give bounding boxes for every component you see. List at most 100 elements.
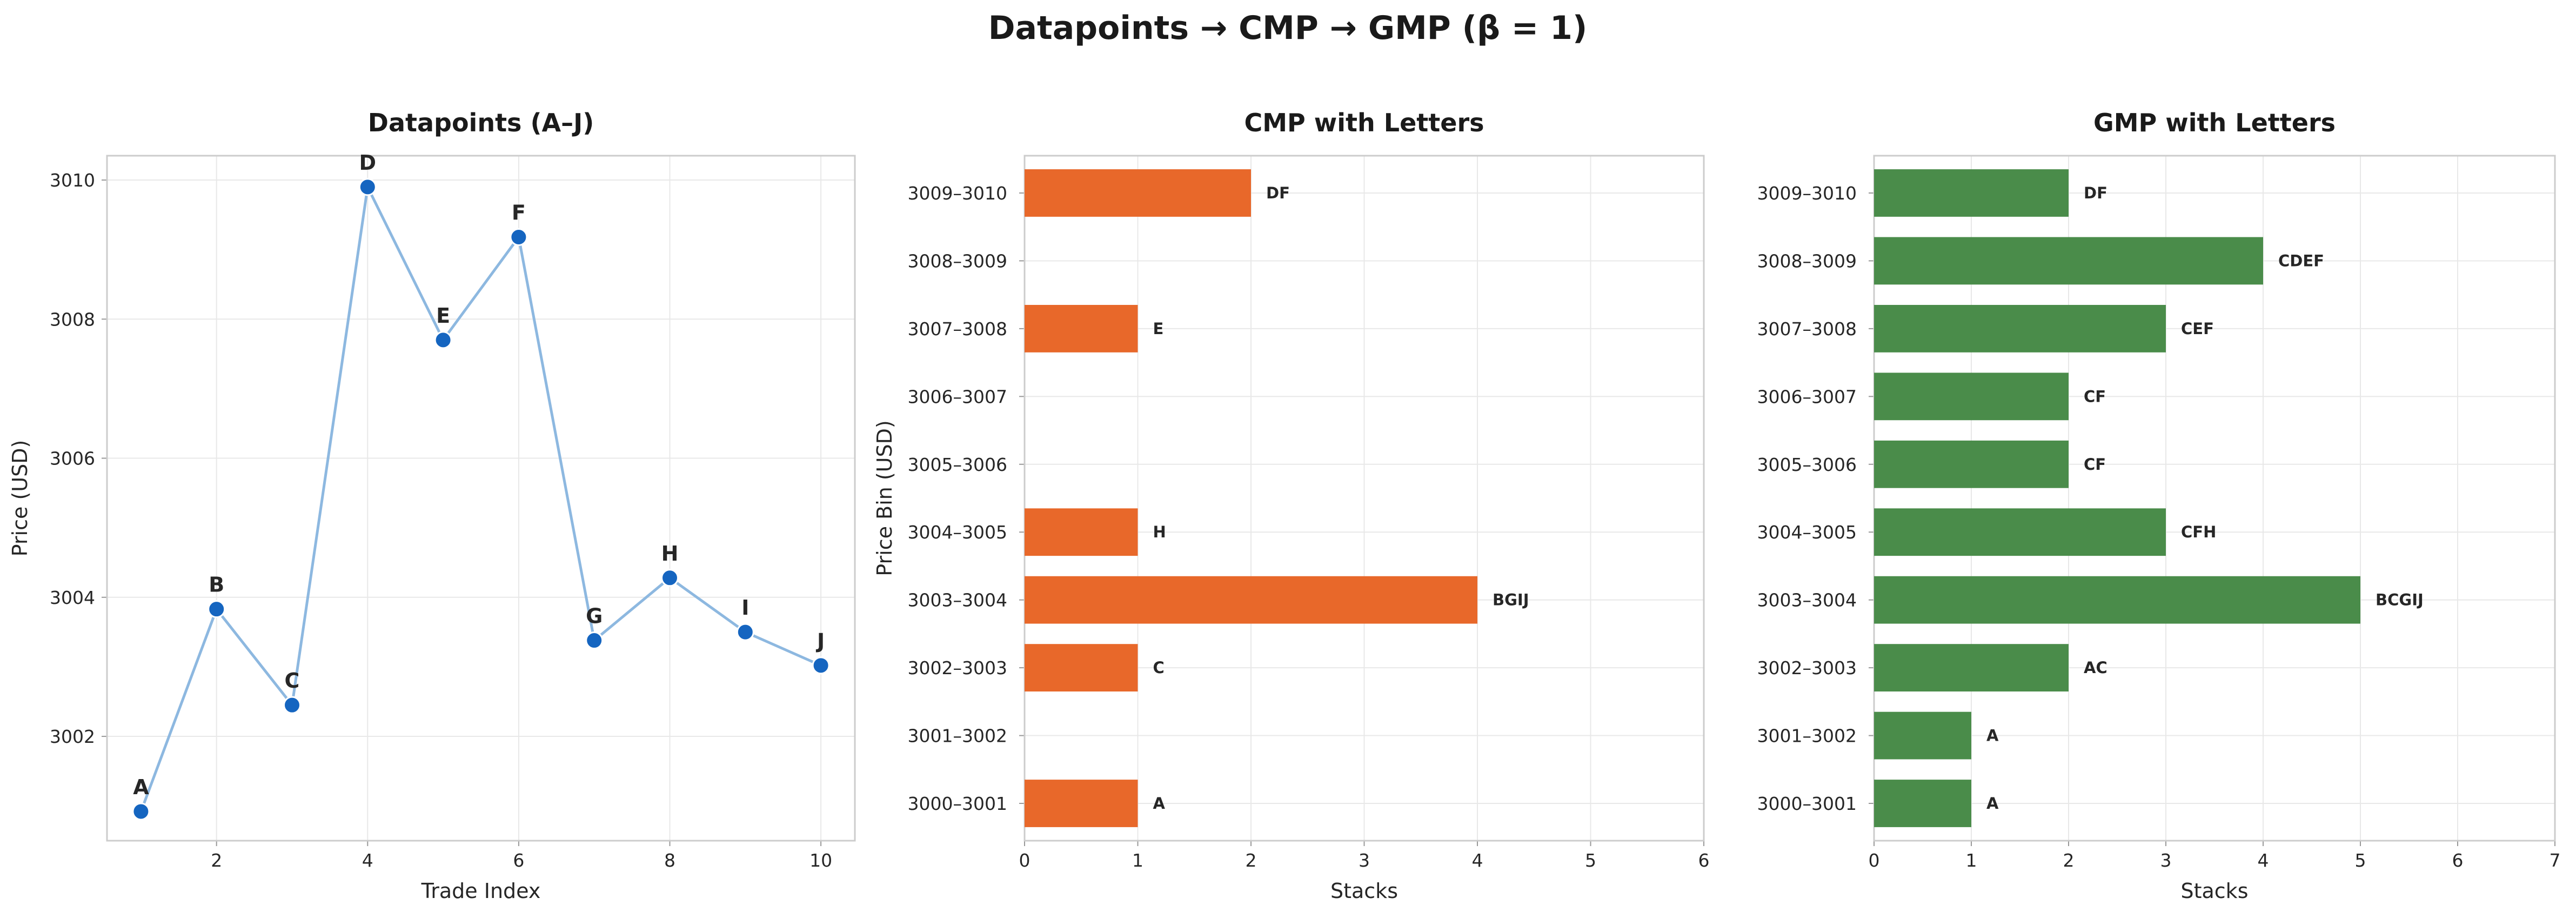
panel-cmp: 0 1 2 3 4 5 6 3000–3001 3001–3002 3002–3003 3003–3…	[873, 108, 1710, 903]
x-tick-label: 0	[1019, 850, 1031, 871]
y-tick-label: 3006	[50, 448, 95, 469]
y-tick-label: 3010	[50, 170, 95, 191]
bar-label: DF	[2084, 184, 2107, 202]
point-label: E	[436, 304, 450, 328]
point-label: I	[741, 596, 749, 620]
x-tick-label: 7	[2550, 850, 2561, 871]
y-tick-label: 3007–3008	[908, 318, 1007, 340]
bar-label: AC	[2084, 658, 2107, 677]
bar	[1025, 304, 1138, 352]
y-tick-label: 3003–3004	[908, 590, 1007, 611]
bar	[1874, 372, 2069, 421]
bar	[1874, 576, 2360, 624]
data-point	[660, 569, 679, 587]
y-tick-label: 3008–3009	[908, 250, 1007, 271]
y-tick-label: 3000–3001	[1757, 793, 1857, 814]
bar	[1874, 508, 2166, 556]
data-point	[510, 228, 528, 246]
x-tick-label: 3	[1359, 850, 1370, 871]
x-tick-label: 2	[2063, 850, 2075, 871]
point-label: C	[285, 669, 300, 693]
bar	[1025, 508, 1138, 556]
y-tick-label: 3008	[50, 309, 95, 330]
y-tick-label: 3000–3001	[908, 793, 1007, 814]
x-axis-label: Stacks	[1330, 879, 1398, 903]
bar	[1025, 576, 1477, 624]
x-tick-label: 6	[513, 850, 524, 871]
x-tick-label: 1	[1132, 850, 1143, 871]
x-tick-label: 4	[362, 850, 373, 871]
data-point	[358, 178, 377, 196]
bar-label: A	[1153, 794, 1166, 813]
bar-label: CF	[2084, 455, 2106, 474]
data-point	[585, 631, 604, 650]
bar	[1874, 169, 2069, 217]
bar	[1025, 169, 1251, 217]
plot-frame	[1023, 155, 1705, 842]
y-tick-label: 3004	[50, 587, 95, 608]
y-tick-label: 3006–3007	[908, 386, 1007, 407]
y-tick-label: 3002–3003	[908, 657, 1007, 678]
y-tick-label: 3002–3003	[1757, 657, 1857, 678]
bar-label: CDEF	[2278, 251, 2324, 270]
y-tick-label: 3009–3010	[908, 183, 1007, 204]
y-axis-label: Price Bin (USD)	[873, 420, 896, 576]
point-label: H	[661, 542, 679, 566]
panel-title: Datapoints (A–J)	[368, 108, 594, 137]
x-tick-label: 4	[2258, 850, 2269, 871]
x-tick-label: 5	[2355, 850, 2366, 871]
y-tick-label: 3005–3006	[1757, 454, 1857, 475]
panel-title: GMP with Letters	[2093, 108, 2336, 137]
data-point	[208, 600, 226, 618]
panel-datapoints: 2 4 6 8 10 3002 3004 3006 3008 3010 A B C D E F G H I J Data…	[8, 108, 856, 903]
y-tick-label: 3009–3010	[1757, 183, 1857, 204]
x-tick-label: 3	[2160, 850, 2172, 871]
bar	[1874, 237, 2263, 285]
bar	[1025, 644, 1138, 692]
bar-label: BCGIJ	[2376, 591, 2424, 609]
x-tick-label: 1	[1966, 850, 1977, 871]
x-tick-label: 10	[809, 850, 832, 871]
bar-label: DF	[1266, 184, 1290, 202]
data-point	[132, 802, 150, 821]
bar-label: CEF	[2181, 320, 2214, 338]
plot-frame	[1873, 155, 2556, 842]
point-label: F	[512, 201, 526, 224]
point-label: J	[815, 629, 825, 653]
y-tick-label: 3004–3005	[908, 522, 1007, 543]
x-tick-label: 0	[1869, 850, 1880, 871]
x-tick-label: 8	[664, 850, 675, 871]
y-tick-label: 3007–3008	[1757, 318, 1857, 340]
panel-title: CMP with Letters	[1244, 108, 1484, 137]
bar	[1874, 304, 2166, 352]
series-line	[139, 182, 822, 812]
data-point	[434, 331, 452, 349]
x-tick-label: 2	[1246, 850, 1257, 871]
y-axis-label: Price (USD)	[8, 440, 32, 557]
bar-label: CF	[2084, 387, 2106, 405]
bar-label: CFH	[2181, 523, 2216, 541]
data-point	[812, 656, 830, 675]
bar	[1025, 780, 1138, 827]
y-tick-label: 3005–3006	[908, 454, 1007, 475]
point-label: G	[586, 604, 603, 628]
bar-label: BGIJ	[1493, 591, 1529, 609]
bar	[1874, 644, 2069, 692]
data-point	[283, 696, 302, 714]
y-tick-label: 3006–3007	[1757, 386, 1857, 407]
y-tick-label: 3004–3005	[1757, 522, 1857, 543]
y-tick-label: 3001–3002	[908, 726, 1007, 747]
figure-title: Datapoints → CMP → GMP (β = 1)	[988, 9, 1588, 47]
bar-label: H	[1153, 523, 1166, 541]
plot-frame	[106, 155, 856, 842]
x-axis-label: Trade Index	[421, 879, 541, 903]
x-tick-label: 5	[1585, 850, 1596, 871]
y-tick-label: 3002	[50, 726, 95, 747]
bar-label: E	[1153, 320, 1164, 338]
x-tick-label: 6	[1698, 850, 1710, 871]
bar-label: C	[1153, 658, 1165, 677]
point-label: B	[209, 573, 224, 597]
x-axis-label: Stacks	[2180, 879, 2248, 903]
point-label: D	[359, 151, 377, 175]
